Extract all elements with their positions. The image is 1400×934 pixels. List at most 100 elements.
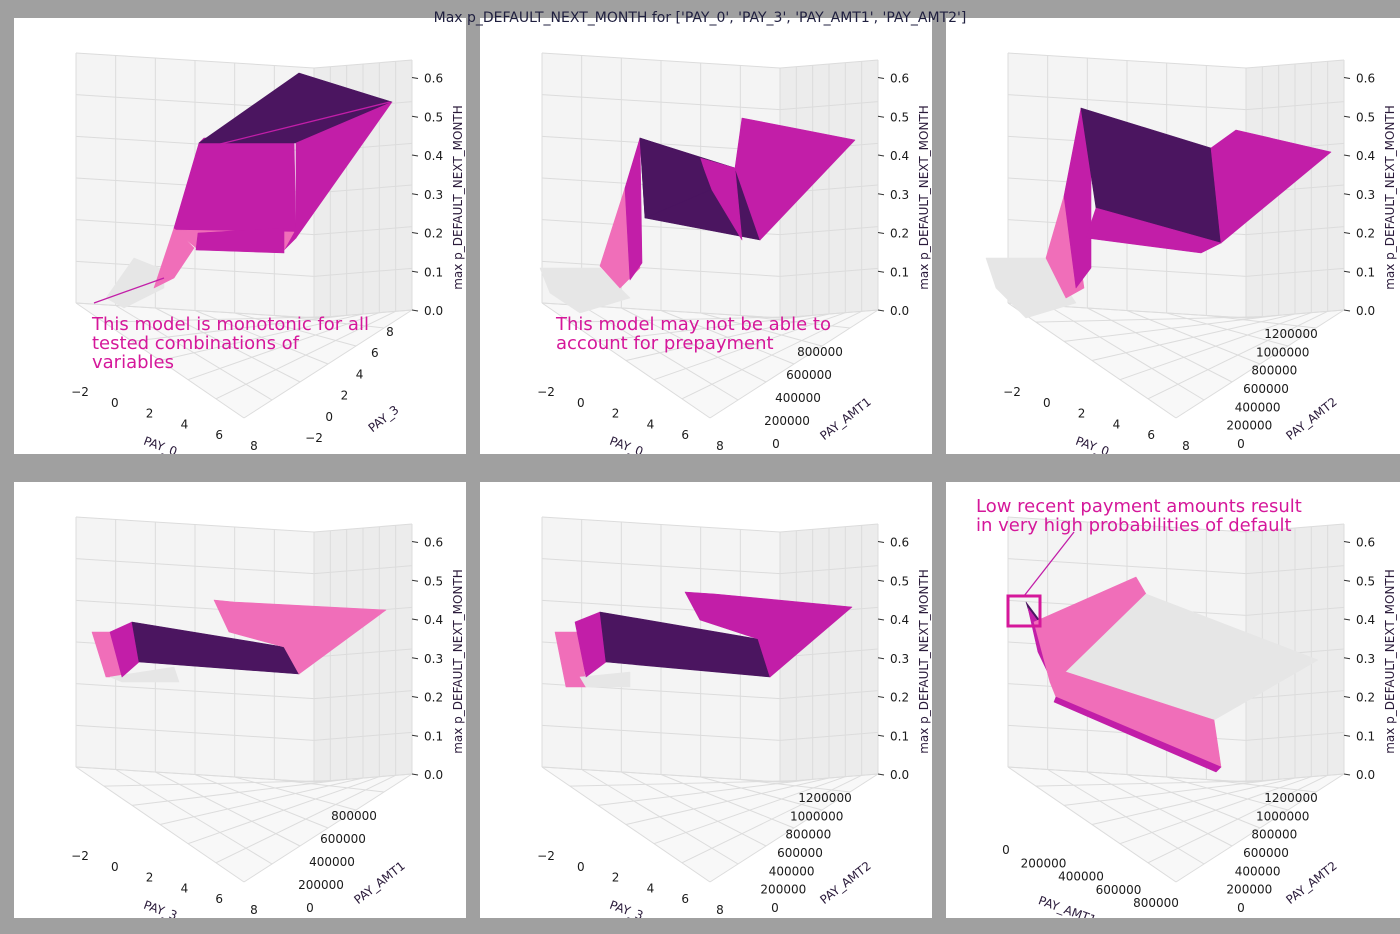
x-tick-label: 8 bbox=[716, 439, 724, 453]
z-tick-mark bbox=[877, 696, 885, 698]
z-axis-label: max p_DEFAULT_NEXT_MONTH bbox=[451, 569, 465, 754]
z-tick-mark bbox=[877, 657, 885, 660]
annotation-text: in very high probabilities of default bbox=[976, 515, 1292, 536]
z-tick-label: 0.6 bbox=[424, 72, 443, 86]
surface-facet bbox=[1085, 207, 1222, 254]
y-tick-label: 800000 bbox=[1251, 364, 1297, 378]
wall-grid-line bbox=[1245, 523, 1345, 533]
x-tick-label: 4 bbox=[647, 881, 655, 895]
panel-pay3-payamt1: 0.0 0.1 0.2 0.3 0.4 0.5 0.6 max p_DEFAULT_NEXT_… bbox=[14, 482, 466, 918]
z-tick-label: 0.1 bbox=[424, 265, 443, 279]
annotation-text: This model may not be able to bbox=[555, 314, 831, 335]
wall-grid-line bbox=[541, 558, 781, 575]
y-tick-label: 1200000 bbox=[798, 791, 851, 805]
x-tick-label: 8 bbox=[1182, 439, 1190, 453]
floor-grid-line bbox=[215, 774, 396, 864]
surface-plot-pay3-payamt2: 0.0 0.1 0.2 0.3 0.4 0.5 0.6 max p_DEFAULT_NEXT_… bbox=[537, 516, 931, 918]
y-tick-label: 400000 bbox=[769, 864, 815, 878]
z-tick-label: 0.6 bbox=[890, 72, 909, 86]
wall-grid-line bbox=[1245, 101, 1345, 111]
y-tick-label: 1200000 bbox=[1264, 327, 1317, 341]
x-axis-label: PAY_0 bbox=[142, 434, 179, 454]
wall-grid-line bbox=[541, 516, 781, 533]
z-tick-mark bbox=[877, 115, 885, 118]
wall-grid-line bbox=[1007, 94, 1247, 111]
z-tick-label: 0.2 bbox=[424, 691, 443, 705]
floor-grid-line bbox=[541, 766, 711, 883]
wall-grid-line bbox=[1007, 52, 1247, 69]
wall-grid-line bbox=[779, 101, 879, 111]
wall-grid-line bbox=[541, 52, 781, 69]
z-tick-mark bbox=[411, 270, 419, 273]
z-tick-mark bbox=[1343, 773, 1351, 776]
y-tick-label: 0 bbox=[325, 410, 333, 424]
x-tick-label: 2 bbox=[612, 407, 620, 421]
z-tick-mark bbox=[411, 734, 419, 737]
x-tick-label: −2 bbox=[71, 849, 89, 863]
z-tick-label: 0.5 bbox=[1356, 110, 1375, 124]
wall-grid-line bbox=[541, 94, 781, 111]
z-tick-label: 0.4 bbox=[424, 613, 443, 627]
surface-plot-pay0-pay3: 0.0 0.1 0.2 0.3 0.4 0.5 0.6 max p_DEFAULT_NEXT_… bbox=[71, 52, 465, 454]
z-tick-mark bbox=[1343, 734, 1351, 737]
y-tick-label: 400000 bbox=[1235, 864, 1281, 878]
surface-facet bbox=[579, 671, 631, 688]
z-tick-mark bbox=[877, 193, 885, 196]
wall-grid-line bbox=[779, 523, 879, 533]
wall-grid-line bbox=[313, 523, 413, 533]
z-tick-mark bbox=[877, 309, 885, 312]
surface-plot-pay0-payamt1: 0.0 0.1 0.2 0.3 0.4 0.5 0.6 max p_DEFAULT_NEXT_… bbox=[537, 52, 931, 454]
y-tick-label: 400000 bbox=[775, 391, 821, 405]
surface-plot-payamt1-payamt2: 0.0 0.1 0.2 0.3 0.4 0.5 0.6 max p_DEFAULT_NEXT_… bbox=[976, 496, 1397, 918]
z-tick-mark bbox=[877, 154, 885, 157]
floor-grid-line bbox=[709, 309, 879, 419]
y-tick-label: 600000 bbox=[1243, 846, 1289, 860]
floor-grid-line bbox=[243, 309, 413, 419]
surface-edge-line bbox=[203, 101, 391, 149]
z-tick-label: 0.5 bbox=[424, 110, 443, 124]
annotation-text: tested combinations of bbox=[92, 333, 300, 354]
floor-grid-line bbox=[1147, 774, 1328, 864]
x-tick-label: −2 bbox=[537, 385, 555, 399]
x-tick-label: 8 bbox=[716, 903, 724, 917]
x-tick-label: 4 bbox=[181, 417, 189, 431]
z-axis-label: max p_DEFAULT_NEXT_MONTH bbox=[1383, 105, 1397, 290]
z-tick-label: 0.1 bbox=[1356, 265, 1375, 279]
surface-facet bbox=[213, 599, 387, 675]
y-axis-label: PAY_3 bbox=[366, 403, 402, 435]
floor-grid-line bbox=[1007, 766, 1177, 883]
x-tick-label: 2 bbox=[146, 407, 154, 421]
wall-grid-line bbox=[1245, 565, 1345, 575]
wall-grid-line bbox=[75, 52, 315, 69]
floor-grid-line bbox=[681, 310, 862, 400]
wall-grid-line bbox=[75, 558, 315, 575]
annotation-box bbox=[1006, 594, 1042, 628]
z-tick-mark bbox=[411, 77, 419, 79]
y-tick-label: 800000 bbox=[797, 345, 843, 359]
surface-facet bbox=[734, 117, 856, 241]
floor-grid-line bbox=[709, 773, 879, 883]
figure-title: Max p_DEFAULT_NEXT_MONTH for ['PAY_0', '… bbox=[433, 10, 967, 26]
x-tick-label: 2 bbox=[612, 871, 620, 885]
z-tick-label: 0.4 bbox=[424, 149, 443, 163]
z-tick-mark bbox=[877, 734, 885, 737]
z-tick-label: 0.2 bbox=[890, 227, 909, 241]
x-axis-label: PAY_AMT1 bbox=[1036, 893, 1098, 918]
surface-plot-pay3-payamt1: 0.0 0.1 0.2 0.3 0.4 0.5 0.6 max p_DEFAULT_NEXT_… bbox=[71, 516, 465, 918]
surface-edge-line bbox=[1023, 531, 1075, 597]
z-tick-label: 0.6 bbox=[1356, 536, 1375, 550]
z-axis-label: max p_DEFAULT_NEXT_MONTH bbox=[451, 105, 465, 290]
z-tick-mark bbox=[411, 773, 419, 776]
x-tick-label: 0 bbox=[1043, 396, 1051, 410]
y-tick-label: 800000 bbox=[1251, 828, 1297, 842]
z-tick-label: 0.6 bbox=[1356, 72, 1375, 86]
x-tick-label: −2 bbox=[537, 849, 555, 863]
z-tick-mark bbox=[877, 232, 885, 234]
annotation-text: Low recent payment amounts result bbox=[976, 496, 1302, 517]
x-tick-label: 0 bbox=[111, 860, 119, 874]
y-tick-label: 400000 bbox=[1235, 400, 1281, 414]
x-tick-label: 6 bbox=[681, 892, 689, 906]
z-tick-mark bbox=[1343, 657, 1351, 660]
z-tick-label: 0.4 bbox=[1356, 613, 1375, 627]
panel-pay0-pay3: 0.0 0.1 0.2 0.3 0.4 0.5 0.6 max p_DEFAULT_NEXT_… bbox=[14, 18, 466, 454]
